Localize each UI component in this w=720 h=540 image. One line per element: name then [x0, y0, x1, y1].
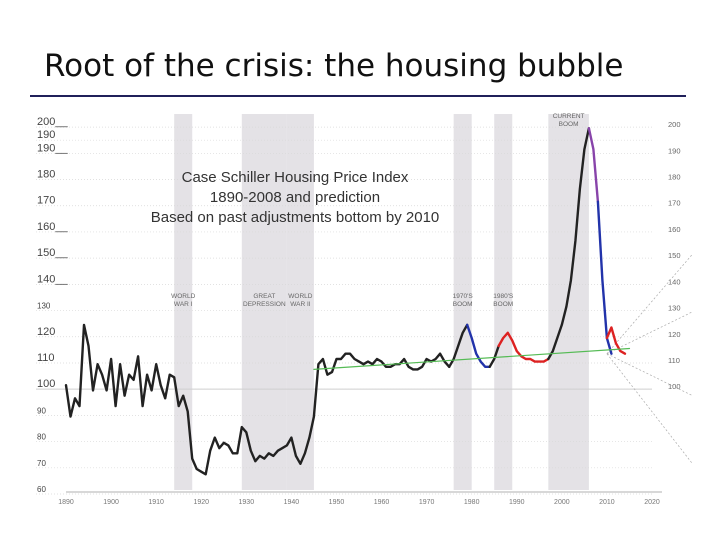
chart-area: WORLD WAR I GREAT DEPRESSION WORLD WAR II 1970… — [0, 98, 720, 518]
series-line-5 — [547, 127, 591, 361]
y-tick-right-10: 100 — [668, 382, 681, 391]
shaded-period-label-3-1: BOOM — [453, 301, 473, 308]
x-tick-11: 2000 — [554, 499, 570, 506]
series-line-6 — [587, 127, 600, 203]
series-line-7 — [596, 200, 613, 355]
x-tick-2: 1910 — [148, 499, 164, 506]
y-tick-left-10: 110 — [37, 352, 55, 364]
y-tick-right-9: 110 — [668, 356, 680, 365]
y-tick-left-7: 140__ — [37, 273, 68, 285]
series-line-2 — [466, 323, 491, 368]
y-tick-left-12: 90 — [37, 406, 46, 415]
shaded-period-label-0-1: WAR I — [174, 301, 193, 308]
chart-title: Case Schiller Housing Price Index — [181, 169, 409, 186]
x-tick-7: 1960 — [374, 499, 390, 506]
y-tick-right-7: 130 — [668, 304, 681, 313]
series-line-0 — [64, 323, 451, 476]
chart-subtitle-2: Based on past adjustments bottom by 2010 — [150, 209, 440, 226]
y-tick-left-8: 130 — [37, 302, 51, 311]
x-tick-0: 1890 — [58, 499, 74, 506]
series-line-9 — [313, 347, 631, 370]
x-tick-13: 2020 — [644, 499, 660, 506]
y-tick-left-3: 180 — [37, 169, 55, 181]
x-tick-8: 1970 — [419, 499, 435, 506]
y-tick-left-13: 80 — [37, 433, 46, 442]
y-tick-left-15: 60 — [37, 485, 46, 494]
shaded-period-label-3-0: 1970'S — [453, 293, 474, 300]
shaded-period-label-2-1: WAR II — [290, 301, 311, 308]
shaded-period-label-5-0: CURRENT — [553, 113, 585, 120]
y-tick-right-1: 190 — [668, 146, 681, 155]
shaded-period-1 — [241, 114, 287, 490]
slide-title: Root of the crisis: the housing bubble — [44, 48, 624, 84]
y-tick-left-14: 70 — [37, 459, 46, 468]
title-divider — [30, 95, 686, 97]
x-tick-4: 1930 — [239, 499, 255, 506]
y-tick-right-4: 160 — [668, 225, 681, 234]
y-tick-right-8: 120 — [668, 330, 681, 339]
x-tick-5: 1940 — [284, 499, 300, 506]
x-tick-6: 1950 — [329, 499, 345, 506]
y-tick-right-2: 180 — [668, 173, 681, 182]
x-tick-12: 2010 — [599, 499, 615, 506]
x-tick-10: 1990 — [509, 499, 525, 506]
shaded-period-label-4-0: 1980'S — [493, 293, 514, 300]
y-tick-left-5: 160__ — [37, 221, 68, 233]
y-tick-left-2: 190__ — [37, 142, 68, 154]
y-tick-left-9: 120 — [37, 326, 55, 338]
shaded-period-label-2-0: WORLD — [288, 293, 313, 300]
x-tick-3: 1920 — [193, 499, 209, 506]
shaded-period-label-4-1: BOOM — [493, 301, 513, 308]
shaded-period-4 — [494, 114, 513, 490]
series-line-4 — [497, 331, 550, 363]
shaded-period-3 — [453, 114, 472, 490]
y-tick-left-0: 200__ — [37, 116, 68, 128]
projection-line-0 — [606, 253, 693, 354]
shaded-period-label-1-0: GREAT — [253, 293, 275, 300]
y-tick-right-6: 140 — [668, 277, 681, 286]
chart-subtitle-1: 1890-2008 and prediction — [209, 189, 381, 206]
y-tick-left-6: 150__ — [37, 247, 68, 259]
y-tick-left-11: 100 — [37, 378, 55, 390]
y-tick-right-0: 200 — [668, 120, 681, 129]
shaded-period-2 — [286, 114, 314, 490]
y-tick-right-3: 170 — [668, 199, 681, 208]
projection-line-3 — [606, 353, 693, 465]
y-tick-right-5: 150 — [668, 251, 681, 260]
y-tick-left-1: 190 — [37, 129, 55, 141]
x-tick-9: 1980 — [464, 499, 480, 506]
series-line-8 — [605, 326, 627, 355]
series-line-3 — [488, 344, 500, 368]
series-line-1 — [448, 323, 469, 368]
shaded-period-0 — [174, 114, 193, 490]
shaded-period-label-0-0: WORLD — [171, 293, 196, 300]
x-tick-1: 1900 — [103, 499, 119, 506]
chart-title-block: Case Schiller Housing Price Index 1890-2… — [130, 168, 460, 228]
shaded-period-label-5-1: BOOM — [559, 121, 579, 128]
shaded-period-label-1-1: DEPRESSION — [243, 301, 286, 308]
y-tick-left-4: 170 — [37, 195, 55, 207]
